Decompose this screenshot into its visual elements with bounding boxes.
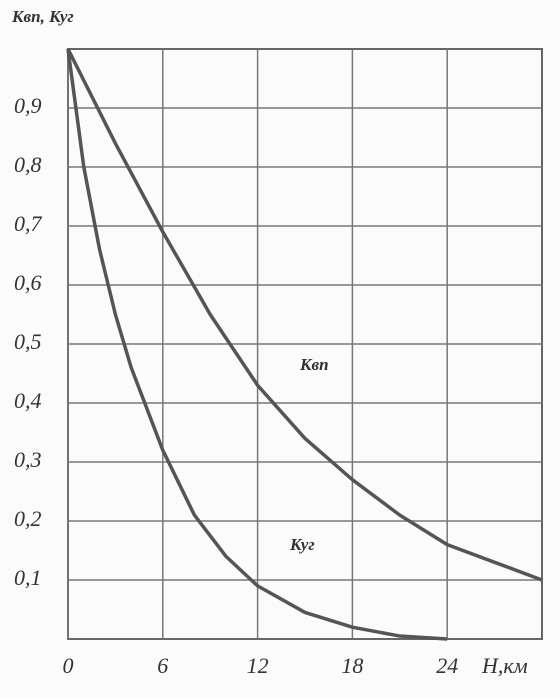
y-tick-label: 0,4 (14, 388, 42, 413)
series-line (66, 48, 448, 641)
y-tick-label: 0,8 (14, 152, 42, 177)
x-tick-label: 12 (247, 653, 269, 678)
y-tick-label: 0,1 (14, 565, 42, 590)
y-tick-label: 0,5 (14, 329, 42, 354)
y-tick-label: 0,2 (14, 506, 42, 531)
y-tick-label: 0,7 (14, 211, 43, 236)
x-tick-label: 6 (157, 653, 168, 678)
x-tick-label: 24 (436, 653, 458, 678)
y-tick-label: 0,6 (14, 270, 42, 295)
x-tick-label: 18 (341, 653, 363, 678)
x-axis-label: H,км (481, 653, 528, 678)
y-tick-label: 0,3 (14, 447, 42, 472)
y-tick-label: 0,9 (14, 93, 42, 118)
x-tick-label: 0 (63, 653, 74, 678)
series-label: Квп (299, 355, 329, 374)
series-line (66, 48, 543, 582)
series-label: Куг (289, 535, 315, 554)
y-axis-label: Квп, Куг (11, 7, 74, 26)
